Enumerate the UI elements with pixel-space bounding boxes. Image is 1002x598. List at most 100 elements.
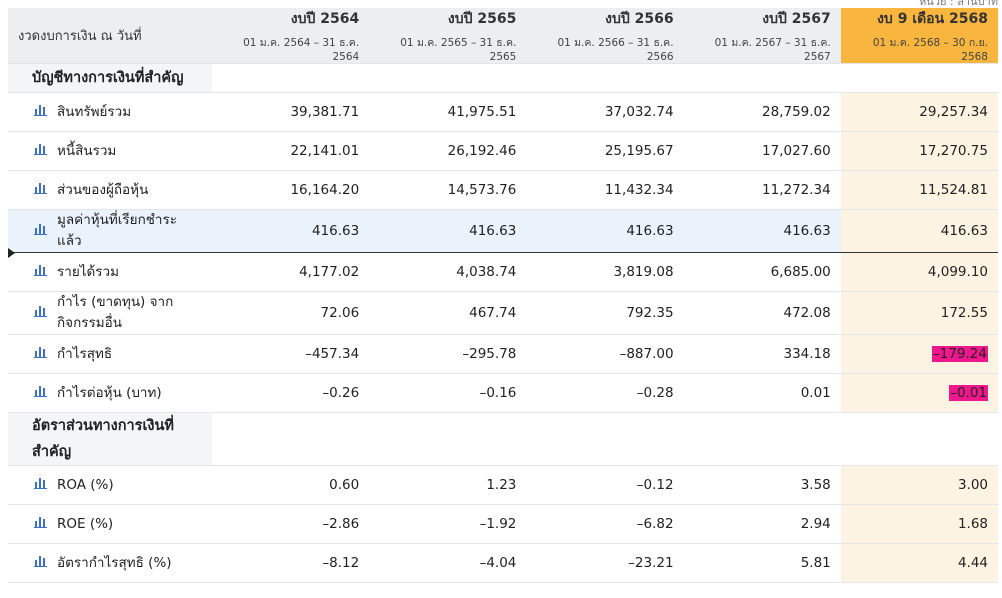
value-cell: 25,195.67 [526, 131, 684, 171]
value: 416.63 [783, 223, 831, 239]
section-cell [683, 412, 841, 466]
data-row: กำไรต่อหุ้น (บาท) –0.26 –0.16 –0.28 0.01 –0.0… [8, 373, 998, 413]
data-row: กำไร (ขาดทุน) จากกิจกรรมอื่น 72.06 467.74 7… [8, 291, 998, 335]
value-cell: 1.68 [840, 504, 998, 544]
value-cell: 3.58 [683, 465, 841, 505]
value: 14,573.76 [447, 182, 517, 198]
section-cell [840, 63, 998, 93]
value: –1.92 [479, 516, 517, 532]
chart-icon[interactable] [34, 477, 47, 493]
chart-icon[interactable] [34, 182, 47, 198]
value: 39,381.71 [290, 104, 360, 120]
column-title: งบ 9 เดือน 2568 [877, 11, 988, 27]
chart-icon[interactable] [34, 385, 47, 401]
chart-icon[interactable] [34, 143, 47, 159]
row-label: กำไร (ขาดทุน) จากกิจกรรมอื่น [57, 294, 174, 331]
value: 5.81 [800, 555, 831, 571]
row-label-cell: กำไรต่อหุ้น (บาท) [8, 373, 212, 413]
section-row: อัตราส่วนทางการเงินที่สำคัญ [8, 412, 998, 466]
value-cell: 3,819.08 [526, 252, 684, 292]
value: 17,027.60 [762, 143, 831, 159]
value: 0.01 [800, 385, 831, 401]
value-cell: 1.23 [369, 465, 527, 505]
value: 4,038.74 [456, 264, 517, 280]
row-label: ส่วนของผู้ถือหุ้น [57, 181, 149, 198]
data-row: รายได้รวม 4,177.02 4,038.74 3,819.08 6,685.0… [8, 252, 998, 292]
value: 1.68 [957, 516, 988, 532]
data-row: สินทรัพย์รวม 39,381.71 41,975.51 37,032.74 2… [8, 92, 998, 132]
value-cell: –457.34 [212, 334, 370, 374]
value-cell: –23.21 [526, 543, 684, 583]
section-cell [683, 63, 841, 93]
data-row: กำไรสุทธิ –457.34 –295.78 –887.00 334.18 –179… [8, 334, 998, 374]
value: 28,759.02 [762, 104, 831, 120]
value: 4,177.02 [299, 264, 360, 280]
data-row: หนี้สินรวม 22,141.01 26,192.46 25,195.67 17,… [8, 131, 998, 171]
row-label: รายได้รวม [57, 263, 120, 280]
value: –4.04 [479, 555, 517, 571]
column-title: งบปี 2566 [605, 11, 674, 27]
value-cell: –4.04 [369, 543, 527, 583]
row-label: หนี้สินรวม [57, 142, 117, 159]
value-cell: 792.35 [526, 291, 684, 335]
data-row: มูลค่าหุ้นที่เรียกชำระแล้ว 416.63 416.63 41… [8, 209, 998, 253]
row-label-cell: ROA (%) [8, 465, 212, 505]
header-row: งวดงบการเงิน ณ วันที่ งบปี 2564 01 ม.ค. 2… [8, 8, 998, 64]
section-cell [840, 412, 998, 466]
row-label-cell: อัตรากำไรสุทธิ (%) [8, 543, 212, 583]
value: 11,272.34 [762, 182, 831, 198]
row-label-cell: กำไรสุทธิ [8, 334, 212, 374]
value: 3,819.08 [613, 264, 674, 280]
row-label: กำไรสุทธิ [57, 345, 113, 362]
value-cell: 467.74 [369, 291, 527, 335]
value-cell: 416.63 [212, 209, 370, 253]
value-cell: 416.63 [369, 209, 527, 253]
value-cell: 16,164.20 [212, 170, 370, 210]
value: 3.00 [957, 477, 988, 493]
value: 416.63 [940, 223, 988, 239]
section-cell [369, 412, 527, 466]
value: 17,270.75 [919, 143, 988, 159]
value-cell: –295.78 [369, 334, 527, 374]
value-cell: –0.28 [526, 373, 684, 413]
value: –0.26 [322, 385, 360, 401]
chart-icon[interactable] [34, 305, 47, 321]
chart-icon[interactable] [34, 264, 47, 280]
value: 2.94 [800, 516, 831, 532]
value-cell: 11,524.81 [840, 170, 998, 210]
value: –0.01 [949, 385, 988, 401]
value-cell: –179.24 [840, 334, 998, 374]
row-label-cell: ROE (%) [8, 504, 212, 544]
value: –23.21 [628, 555, 674, 571]
value-cell: 4,038.74 [369, 252, 527, 292]
value: –887.00 [619, 346, 674, 362]
chart-icon[interactable] [34, 223, 47, 239]
row-label: มูลค่าหุ้นที่เรียกชำระแล้ว [57, 212, 178, 249]
value-cell: 416.63 [526, 209, 684, 253]
row-label-cell: รายได้รวม [8, 252, 212, 292]
value: 41,975.51 [447, 104, 517, 120]
value-cell: 0.01 [683, 373, 841, 413]
value: –295.78 [462, 346, 517, 362]
column-period: 01 ม.ค. 2566 – 31 ธ.ค. 2566 [557, 37, 674, 63]
value: –0.16 [479, 385, 517, 401]
column-title: งบปี 2565 [447, 11, 517, 27]
value: –0.28 [636, 385, 674, 401]
section-cell [212, 412, 370, 466]
chart-icon[interactable] [34, 104, 47, 120]
column-period: 01 ม.ค. 2564 – 31 ธ.ค. 2564 [243, 37, 360, 63]
value-cell: 11,432.34 [526, 170, 684, 210]
value: 11,524.81 [919, 182, 988, 198]
value-cell: 22,141.01 [212, 131, 370, 171]
value-cell: 4,099.10 [840, 252, 998, 292]
row-label: อัตรากำไรสุทธิ (%) [57, 554, 172, 571]
value-cell: 4,177.02 [212, 252, 370, 292]
chart-icon[interactable] [34, 346, 47, 362]
value-cell: 29,257.34 [840, 92, 998, 132]
chart-icon[interactable] [34, 555, 47, 571]
row-label: ROE (%) [57, 515, 114, 532]
column-period: 01 ม.ค. 2565 – 31 ธ.ค. 2565 [400, 37, 517, 63]
value-cell: 17,027.60 [683, 131, 841, 171]
chart-icon[interactable] [34, 516, 47, 532]
value-cell: 17,270.75 [840, 131, 998, 171]
